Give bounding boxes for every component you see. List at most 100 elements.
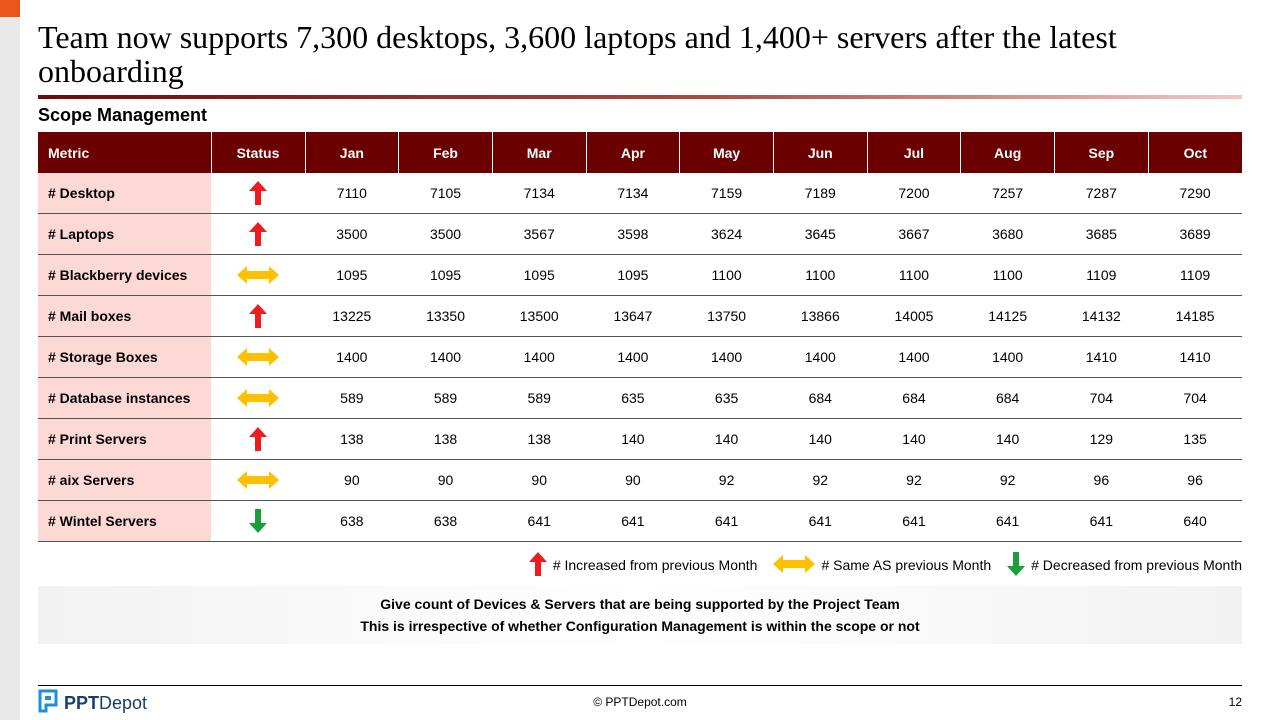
metric-label: # Print Servers <box>38 418 211 460</box>
value-cell: 90 <box>305 459 399 501</box>
value-cell: 140 <box>773 418 868 460</box>
value-cell: 641 <box>586 500 680 542</box>
legend-same-label: # Same AS previous Month <box>821 557 992 573</box>
value-cell: 1100 <box>773 254 868 296</box>
value-cell: 7134 <box>586 173 680 214</box>
value-cell: 1400 <box>492 336 587 378</box>
legend-same: # Same AS previous Month <box>773 554 992 576</box>
value-cell: 90 <box>398 459 493 501</box>
table-row: # Storage Boxes 1400 1400 1400 1400 1400 1400 1… <box>38 336 1242 378</box>
metric-label: # Wintel Servers <box>38 500 211 542</box>
value-cell: 14125 <box>960 295 1055 337</box>
value-cell: 635 <box>679 377 774 419</box>
value-cell: 92 <box>773 459 868 501</box>
value-cell: 135 <box>1148 418 1242 460</box>
value-cell: 138 <box>492 418 587 460</box>
table-row: # Print Servers 138 138 138 140 140 140 140 140 1… <box>38 418 1242 460</box>
header-sep: Sep <box>1054 132 1149 173</box>
value-cell: 638 <box>398 500 493 542</box>
red-up-arrow-icon <box>211 181 305 205</box>
brand-name-rest: Depot <box>99 693 148 713</box>
table-header-row: Metric Status Jan Feb Mar Apr May Jun Ju… <box>38 132 1242 173</box>
metric-label: # Blackberry devices <box>38 254 211 296</box>
value-cell: 641 <box>1054 500 1149 542</box>
metric-label: # aix Servers <box>38 459 211 501</box>
legend-decreased: # Decreased from previous Month <box>1007 551 1242 579</box>
value-cell: 3500 <box>398 213 493 255</box>
value-cell: 3685 <box>1054 213 1149 255</box>
value-cell: 90 <box>492 459 587 501</box>
value-cell: 129 <box>1054 418 1149 460</box>
value-cell: 704 <box>1054 377 1149 419</box>
value-cell: 589 <box>398 377 493 419</box>
copyright-text: © PPTDepot.com <box>593 695 687 709</box>
value-cell: 589 <box>305 377 399 419</box>
value-cell: 13750 <box>679 295 774 337</box>
status-cell <box>211 295 305 337</box>
header-oct: Oct <box>1148 132 1242 173</box>
value-cell: 3624 <box>679 213 774 255</box>
note-line-1: Give count of Devices & Servers that are… <box>380 596 900 612</box>
value-cell: 7159 <box>679 173 774 214</box>
value-cell: 3598 <box>586 213 680 255</box>
table-row: # aix Servers 90 90 90 90 92 92 92 92 96 96 <box>38 459 1242 501</box>
value-cell: 7189 <box>773 173 868 214</box>
status-cell <box>211 377 305 419</box>
value-cell: 1400 <box>960 336 1055 378</box>
value-cell: 704 <box>1148 377 1242 419</box>
value-cell: 1109 <box>1148 254 1242 296</box>
metric-label: # Mail boxes <box>38 295 211 337</box>
value-cell: 1095 <box>398 254 493 296</box>
value-cell: 684 <box>867 377 961 419</box>
table-body: # Desktop 7110 7105 7134 7134 7159 7189 7200 725… <box>38 173 1242 542</box>
header-metric: Metric <box>38 132 212 173</box>
table-row: # Blackberry devices 1095 1095 1095 1095 1100… <box>38 254 1242 296</box>
header-jan: Jan <box>305 132 400 173</box>
value-cell: 1095 <box>586 254 680 296</box>
value-cell: 7200 <box>867 173 961 214</box>
value-cell: 641 <box>867 500 961 542</box>
header-may: May <box>679 132 774 173</box>
scope-table: Metric Status Jan Feb Mar Apr May Jun Ju… <box>38 132 1242 542</box>
value-cell: 3500 <box>305 213 399 255</box>
footer-divider <box>38 685 1242 686</box>
value-cell: 7257 <box>960 173 1055 214</box>
value-cell: 638 <box>305 500 399 542</box>
header-jun: Jun <box>773 132 868 173</box>
value-cell: 3567 <box>492 213 587 255</box>
value-cell: 1400 <box>398 336 493 378</box>
yellow-left-right-arrow-icon <box>211 348 305 366</box>
value-cell: 14132 <box>1054 295 1149 337</box>
value-cell: 1400 <box>679 336 774 378</box>
value-cell: 1095 <box>305 254 399 296</box>
value-cell: 641 <box>492 500 587 542</box>
header-jul: Jul <box>867 132 962 173</box>
value-cell: 1100 <box>867 254 961 296</box>
value-cell: 7110 <box>305 173 399 214</box>
value-cell: 96 <box>1148 459 1242 501</box>
ppt-depot-logo-icon <box>38 689 58 718</box>
value-cell: 1109 <box>1054 254 1149 296</box>
metric-label: # Database instances <box>38 377 211 419</box>
green-down-arrow-icon <box>1007 551 1026 579</box>
red-up-arrow-icon <box>528 551 547 579</box>
value-cell: 7287 <box>1054 173 1149 214</box>
table-row: # Wintel Servers 638 638 641 641 641 641 641 641… <box>38 500 1242 542</box>
value-cell: 13647 <box>586 295 680 337</box>
brand-name-bold: PPT <box>64 693 100 713</box>
value-cell: 635 <box>586 377 680 419</box>
page-number: 12 <box>1228 695 1242 709</box>
status-cell <box>211 500 305 542</box>
value-cell: 684 <box>773 377 868 419</box>
table-row: # Database instances 589 589 589 635 635 684 68… <box>38 377 1242 419</box>
value-cell: 140 <box>867 418 961 460</box>
value-cell: 14005 <box>867 295 961 337</box>
metric-label: # Desktop <box>38 173 211 214</box>
value-cell: 1410 <box>1148 336 1242 378</box>
value-cell: 13500 <box>492 295 587 337</box>
value-cell: 1400 <box>305 336 399 378</box>
header-status: Status <box>211 132 306 173</box>
value-cell: 1100 <box>679 254 774 296</box>
value-cell: 684 <box>960 377 1055 419</box>
value-cell: 641 <box>960 500 1055 542</box>
